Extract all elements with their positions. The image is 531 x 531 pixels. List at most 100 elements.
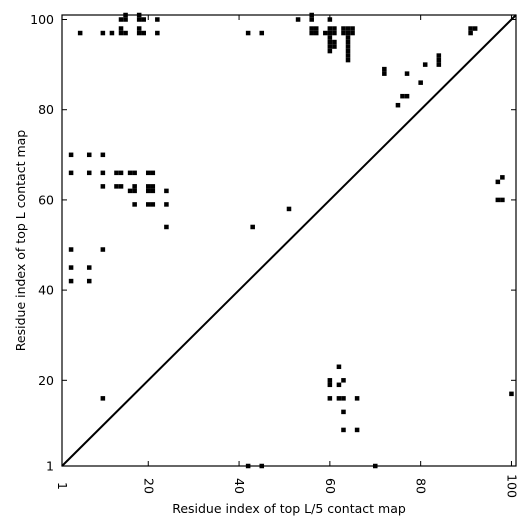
contact-point-upper <box>86 278 92 284</box>
x-tick-label: 80 <box>414 478 429 494</box>
contact-point-upper <box>77 30 83 36</box>
contact-point-upper <box>136 26 142 31</box>
y-tick-label: 1 <box>46 459 54 474</box>
contact-point-lower <box>495 197 501 203</box>
contact-point-lower <box>500 175 505 180</box>
contact-point-upper <box>145 184 151 189</box>
x-tick-label: 100 <box>504 474 519 498</box>
contact-point-upper <box>250 224 255 230</box>
y-tick-label: 60 <box>38 192 54 207</box>
contact-point-lower <box>354 427 360 433</box>
contact-point-upper <box>150 188 156 194</box>
x-axis-ticks: 1 20 40 60 80 100 <box>55 15 519 498</box>
contact-point-upper <box>345 35 351 40</box>
contact-point-upper <box>327 39 333 45</box>
contact-point-upper <box>341 30 346 36</box>
contact-point-upper <box>155 30 160 36</box>
x-tick-label: 1 <box>55 482 70 490</box>
contact-point-lower <box>336 396 342 401</box>
contact-point-upper <box>286 206 292 212</box>
contact-point-upper <box>309 26 314 31</box>
contact-point-upper <box>313 26 319 31</box>
contact-point-upper <box>132 184 137 189</box>
contact-point-lower <box>341 427 346 433</box>
contact-point-upper <box>141 30 146 36</box>
diagonal-line <box>61 14 517 467</box>
contact-point-upper <box>86 152 92 158</box>
contact-point-upper <box>132 202 137 207</box>
contact-point-upper <box>327 48 333 54</box>
plot-frame <box>61 14 517 467</box>
contact-point-upper <box>382 71 387 76</box>
contact-point-upper <box>118 17 124 22</box>
contact-point-upper <box>313 30 319 36</box>
contact-point-upper <box>341 26 346 31</box>
contact-point-upper <box>164 202 169 207</box>
contact-point-upper <box>472 26 478 31</box>
contact-point-lower <box>100 396 106 401</box>
contact-point-upper <box>136 17 142 22</box>
contact-point-lower <box>495 179 501 185</box>
contact-point-upper <box>422 62 428 67</box>
contact-point-upper <box>132 170 137 176</box>
contact-point-upper <box>86 265 92 270</box>
contact-point-upper <box>68 247 74 252</box>
contact-point-upper <box>350 26 355 31</box>
x-tick-label: 60 <box>323 478 338 494</box>
contact-point-upper <box>164 224 169 230</box>
contact-point-upper <box>123 17 128 22</box>
contact-point-upper <box>327 44 333 49</box>
contact-point-upper <box>259 30 265 36</box>
contact-point-upper <box>100 247 106 252</box>
contact-point-upper <box>164 188 169 194</box>
y-tick-label: 20 <box>38 373 54 388</box>
contact-point-upper <box>155 17 160 22</box>
contact-point-upper <box>345 26 351 31</box>
contact-point-upper <box>323 30 328 36</box>
contact-point-lower <box>509 391 514 397</box>
contact-point-lower <box>336 364 342 370</box>
contact-point-lower <box>341 409 346 415</box>
contact-point-upper <box>127 170 133 176</box>
contact-point-upper <box>145 202 151 207</box>
contact-point-upper <box>118 184 124 189</box>
contact-point-upper <box>332 26 337 31</box>
y-tick-label: 80 <box>38 102 54 117</box>
contact-point-upper <box>150 202 156 207</box>
contact-point-upper <box>118 26 124 31</box>
contact-point-upper <box>345 30 351 36</box>
contact-point-upper <box>100 184 106 189</box>
contact-point-upper <box>132 188 137 194</box>
contact-point-upper <box>123 30 128 36</box>
contact-point-upper <box>345 53 351 58</box>
contact-point-upper <box>118 170 124 176</box>
contact-point-upper <box>327 35 333 40</box>
contact-point-upper <box>150 170 156 176</box>
contact-point-upper <box>309 17 314 22</box>
contact-point-upper <box>127 188 133 194</box>
contact-point-upper <box>309 30 314 36</box>
contact-point-upper <box>345 48 351 54</box>
contact-point-upper <box>68 152 74 158</box>
contact-point-upper <box>114 184 119 189</box>
contact-point-upper <box>436 57 442 63</box>
contact-point-upper <box>332 39 337 45</box>
contact-point-upper <box>436 53 442 58</box>
contact-point-upper <box>382 66 387 72</box>
contact-point-upper <box>345 57 351 63</box>
contact-point-upper <box>86 170 92 176</box>
contact-point-upper <box>141 17 146 22</box>
contact-point-upper <box>332 44 337 49</box>
contact-point-upper <box>68 170 74 176</box>
contact-point-lower <box>336 382 342 388</box>
y-axis-ticks: 1 20 40 60 80 100 <box>30 12 516 474</box>
contact-point-upper <box>114 170 119 176</box>
y-axis-label: Residue index of top L contact map <box>13 130 28 351</box>
contact-point-upper <box>68 278 74 284</box>
contact-point-lower <box>354 396 360 401</box>
contact-point-lower <box>341 378 346 383</box>
contact-point-upper <box>436 62 442 67</box>
y-tick-label: 100 <box>30 12 54 27</box>
contact-point-lower <box>327 378 333 383</box>
